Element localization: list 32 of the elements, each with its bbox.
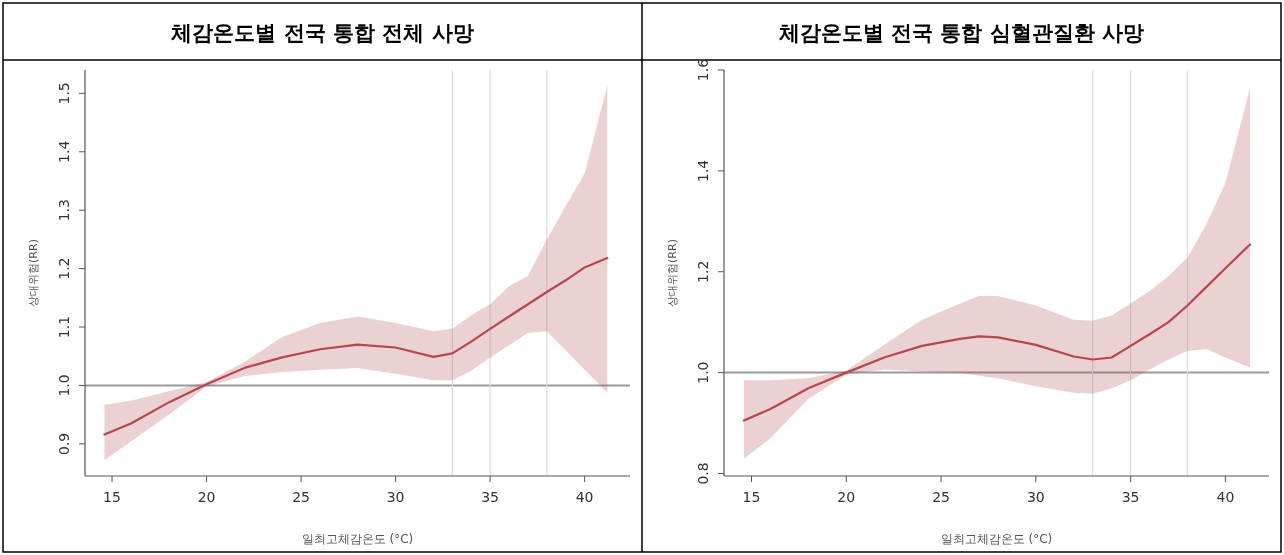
y-axis-title: 상대위험(RR) (27, 239, 40, 307)
y-axis-title: 상대위험(RR) (666, 239, 679, 307)
chart-title: 체감온도별 전국 통합 전체 사망 (170, 20, 474, 45)
x-axis-title: 일최고체감온도 (°C) (301, 532, 414, 546)
y-tick-label: 1.4 (695, 159, 711, 182)
x-tick-label: 20 (197, 489, 216, 505)
x-tick-label: 25 (292, 489, 310, 505)
y-tick-label: 0.8 (695, 462, 711, 485)
y-tick-label: 1.0 (56, 374, 72, 397)
y-tick-label: 1.1 (56, 315, 72, 339)
x-tick-label: 15 (742, 489, 761, 505)
y-tick-label: 1.2 (695, 260, 711, 283)
x-tick-label: 40 (575, 489, 594, 505)
x-tick-label: 25 (932, 489, 950, 505)
y-tick-label: 1.5 (56, 82, 72, 105)
x-tick-label: 35 (1121, 489, 1140, 505)
x-tick-label: 15 (103, 489, 121, 505)
y-tick-label: 1.2 (56, 257, 72, 280)
x-axis-title: 일최고체감온도 (°C) (940, 532, 1053, 546)
x-tick-label: 30 (1026, 489, 1045, 505)
x-tick-label: 20 (837, 489, 856, 505)
y-tick-label: 1.3 (56, 199, 72, 222)
y-tick-label: 1.0 (695, 361, 711, 384)
y-tick-label: 0.9 (56, 432, 72, 455)
y-tick-label: 1.4 (56, 140, 72, 163)
line-series (742, 243, 1252, 422)
chart-title: 체감온도별 전국 통합 심혈관질환 사망 (777, 20, 1145, 45)
x-tick-label: 35 (481, 489, 500, 505)
line-series (103, 257, 609, 436)
x-tick-label: 40 (1216, 489, 1235, 505)
x-tick-label: 30 (386, 489, 405, 505)
y-tick-label: 1.6 (695, 58, 711, 82)
